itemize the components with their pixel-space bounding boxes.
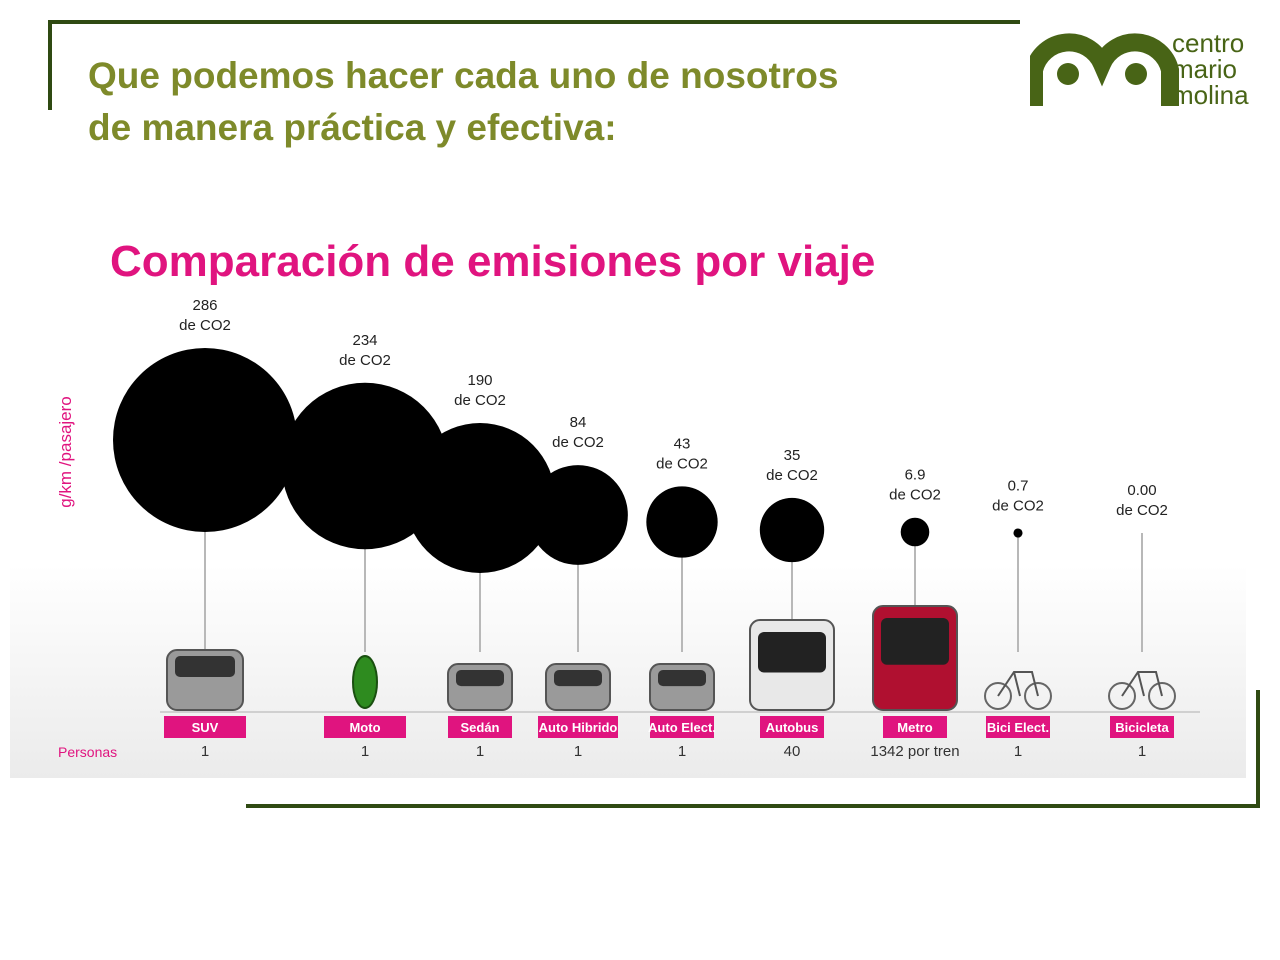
- suv-icon: [166, 649, 244, 711]
- car-window-4: [554, 670, 602, 687]
- bubble-4: [528, 465, 628, 565]
- frame-right-border: [1256, 690, 1260, 808]
- bus-icon: [749, 619, 835, 711]
- category-label-7: Metro: [897, 720, 932, 735]
- personas-value-4: 1: [574, 743, 582, 760]
- vehicle-window-6: [758, 632, 826, 673]
- hybrid-car-icon: [545, 663, 611, 711]
- bubble-1: [113, 348, 297, 532]
- personas-row-label: Personas: [58, 744, 118, 760]
- logo-text-line2: mario: [1172, 54, 1238, 84]
- personas-value-1: 1: [201, 743, 209, 760]
- value-label-4: 84: [570, 414, 587, 431]
- car-window-5: [658, 670, 706, 687]
- electric-bike-icon: [984, 671, 1052, 710]
- emissions-bubble-chart: 286 de CO2 SUV 1 234 de CO2 Moto 1 190 de CO2 Sedá…: [113, 297, 1200, 760]
- value-label-1: 286: [192, 297, 217, 314]
- category-label-2: Moto: [349, 720, 380, 735]
- slide-heading: Que podemos hacer cada uno de nosotros d…: [88, 50, 988, 154]
- electric-car-icon: [649, 663, 715, 711]
- car-window-1: [175, 656, 235, 677]
- category-label-9: Bicicleta: [1115, 720, 1169, 735]
- unit-label-8: de CO2: [992, 497, 1044, 514]
- bike-wheel-front-8: [1024, 682, 1052, 710]
- category-pill-5: [650, 716, 714, 738]
- bike-frame-9: [1121, 671, 1163, 697]
- unit-label-5: de CO2: [656, 455, 708, 472]
- motorcycle-icon: [352, 655, 378, 709]
- category-label-8: Bici Elect.: [987, 720, 1049, 735]
- personas-value-7: 1342 por tren: [870, 743, 959, 760]
- bubble-7: [900, 517, 930, 547]
- unit-label-4: de CO2: [552, 434, 604, 451]
- centro-mario-molina-logo-icon: [1030, 33, 1179, 106]
- value-label-9: 0.00: [1127, 482, 1156, 499]
- personas-value-2: 1: [361, 743, 369, 760]
- bubble-5: [646, 486, 718, 558]
- value-label-7: 6.9: [905, 467, 926, 484]
- category-label-1: SUV: [192, 720, 219, 735]
- category-label-3: Sedán: [460, 720, 499, 735]
- value-label-8: 0.7: [1008, 477, 1029, 494]
- car-window-3: [456, 670, 504, 687]
- unit-label-9: de CO2: [1116, 502, 1168, 519]
- bike-frame-8: [997, 671, 1039, 697]
- value-label-5: 43: [674, 435, 691, 452]
- bubble-3: [405, 423, 555, 573]
- category-pill-3: [448, 716, 512, 738]
- category-label-5: Auto Elect.: [648, 720, 716, 735]
- bubble-8: [1013, 528, 1023, 538]
- personas-value-9: 1: [1138, 743, 1146, 760]
- sedan-icon: [447, 663, 513, 711]
- chart-y-axis-label: g/km /pasajero: [56, 396, 75, 508]
- personas-value-6: 40: [784, 743, 801, 760]
- slide-heading-line1: Que podemos hacer cada uno de nosotros: [88, 55, 839, 96]
- personas-value-8: 1: [1014, 743, 1022, 760]
- category-label-6: Autobus: [766, 720, 819, 735]
- metro-train-icon: [872, 605, 958, 711]
- moto-body: [352, 655, 378, 709]
- personas-value-3: 1: [476, 743, 484, 760]
- chart-title: Comparación de emisiones por viaje: [110, 237, 876, 286]
- slide-heading-line2: de manera práctica y efectiva:: [88, 107, 617, 148]
- unit-label-7: de CO2: [889, 487, 941, 504]
- frame-top-border: [48, 20, 1020, 24]
- unit-label-2: de CO2: [339, 352, 391, 369]
- value-label-6: 35: [784, 447, 801, 464]
- unit-label-6: de CO2: [766, 467, 818, 484]
- unit-label-1: de CO2: [179, 317, 231, 334]
- bike-wheel-back-8: [984, 682, 1012, 710]
- unit-label-3: de CO2: [454, 392, 506, 409]
- value-label-3: 190: [467, 372, 492, 389]
- logo-text: centro mario molina: [1172, 30, 1276, 108]
- personas-value-5: 1: [678, 743, 686, 760]
- frame-bottom-border: [246, 804, 1260, 808]
- chart-panel: 286 de CO2 SUV 1 234 de CO2 Moto 1 190 de CO2 Sedá…: [10, 150, 1246, 778]
- category-pill-4: [538, 716, 618, 738]
- value-label-2: 234: [352, 332, 377, 349]
- logo-text-line3: molina: [1172, 80, 1249, 110]
- category-label-4: Auto Hibrido: [539, 720, 618, 735]
- category-pill-6: [760, 716, 824, 738]
- bicycle-icon: [1108, 671, 1176, 710]
- vehicle-window-7: [881, 618, 949, 665]
- frame-left-border: [48, 20, 52, 110]
- category-pill-1: [164, 716, 246, 738]
- logo-text-line1: centro: [1172, 28, 1245, 58]
- category-pill-2: [324, 716, 406, 738]
- category-pill-8: [986, 716, 1050, 738]
- bike-wheel-back-9: [1108, 682, 1136, 710]
- category-pill-9: [1110, 716, 1174, 738]
- bike-wheel-front-9: [1148, 682, 1176, 710]
- bubble-6: [759, 497, 825, 563]
- category-pill-7: [883, 716, 947, 738]
